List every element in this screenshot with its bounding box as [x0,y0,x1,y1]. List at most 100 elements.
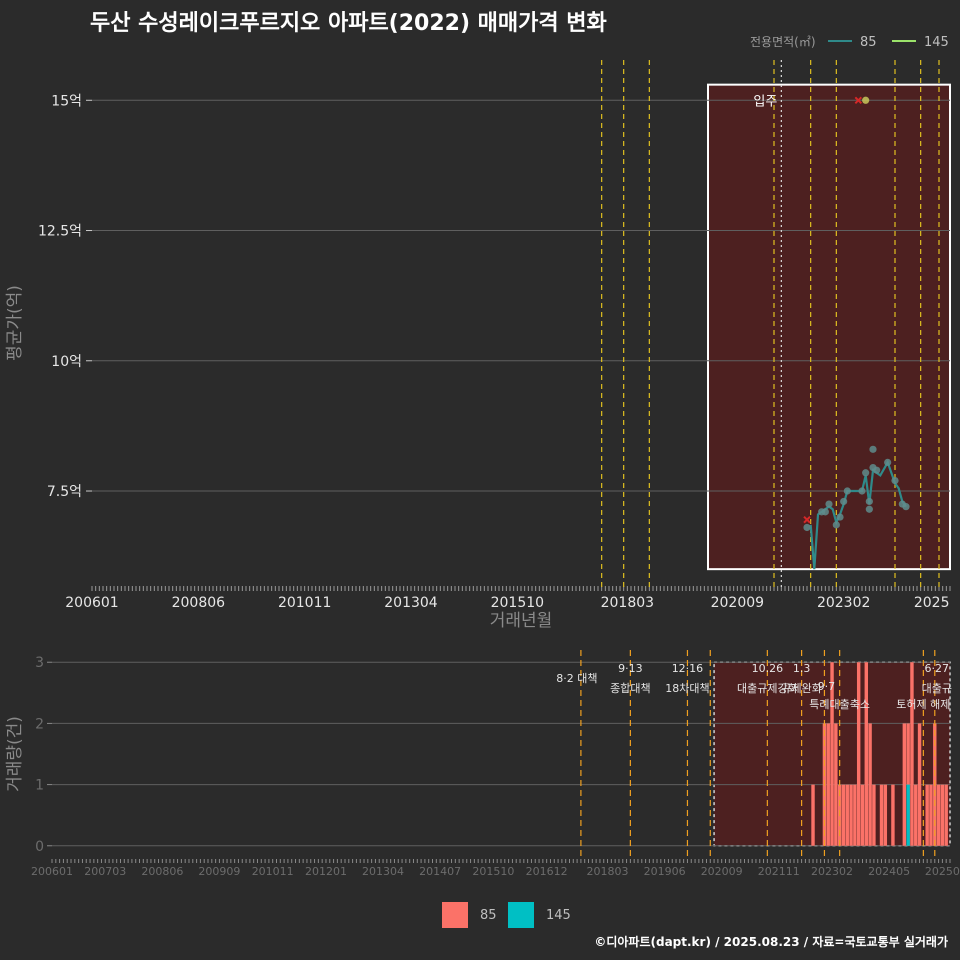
legend-bottom: 85 145 [442,902,571,928]
x-tick-label: 201510 [491,595,544,611]
price-point-85 [865,497,873,506]
caption: ©디아파트(dapt.kr) / 2025.08.23 / 자료=국토교통부 실… [594,934,948,949]
x-tick-label: 200703 [84,865,126,878]
x-tick-label: 201201 [305,865,347,878]
price-point-85 [869,445,877,453]
volume-bar-85 [914,784,918,846]
policy-date: 10.26 [752,662,784,675]
volume-bar-85 [891,784,895,846]
price-point-85 [803,523,811,532]
x-tick-label: 201407 [419,865,461,878]
volume-bar-85 [902,723,907,846]
x-tick-label: 201510 [472,865,514,878]
legend-top: 전용면적(㎡) 85 145 [750,35,949,50]
cancel-marker [803,515,811,524]
x-tick-label: 202111 [758,865,800,878]
volume-bar-85 [917,723,922,846]
x-tick-label: 201011 [252,865,294,878]
price-point-85 [843,487,851,495]
policy-date: 12·16 [672,662,704,675]
y-tick-label: 7.5억 [47,484,82,500]
volume-bar-85 [860,784,865,846]
x-tick-label: 201906 [644,865,686,878]
price-point-85 [891,476,899,485]
movein-annotation: 입주 [753,94,777,109]
y-tick-label: 1 [35,778,44,794]
x-tick-label: 201304 [362,865,404,878]
y-tick-label: 10억 [51,354,82,370]
legend-bottom-label-145: 145 [546,908,571,923]
x-tick-label: 200601 [65,595,118,611]
legend-top-label-85: 85 [860,35,877,50]
legend-top-title: 전용면적(㎡) [750,35,816,49]
price-point-85 [821,508,829,516]
policy-label: 8·2 대책 [556,672,597,685]
price-point-85 [865,505,873,513]
policy-label: 종합대책 [610,682,650,695]
price-point-85 [832,521,840,529]
volume-bar-85 [845,784,849,846]
y-tick-label: 15억 [51,93,82,109]
volume-bar-85 [864,662,869,846]
volume-bar-85 [925,784,929,846]
volume-bar-85 [856,662,861,846]
x-tick-label: 2025 [914,595,950,611]
x-tick-label: 201011 [278,595,331,611]
policy-label: 18차대책 [665,682,709,695]
chart-title: 두산 수성레이크푸르지오 아파트(2022) 매매가격 변화 [90,11,607,36]
highlight-box [707,83,951,571]
x-tick-label: 201304 [384,595,438,611]
price-point-85 [862,469,870,477]
x-tick-label: 202302 [817,595,870,611]
y-axis-title: 평균가(억) [5,285,25,361]
volume-bar-85 [853,784,857,846]
price-point-85 [902,503,910,511]
x-tick-label: 200909 [198,865,240,878]
y-axis-title: 거래량(건) [5,716,25,792]
policy-label: 특례대출축소 [809,698,870,711]
policy-date: 1.3 [793,662,811,675]
policy-date: 6·27 [925,662,950,675]
volume-bar-85 [944,784,948,846]
volume-bar-85 [879,784,884,846]
price-point-85 [873,466,881,474]
bottom-volume-panel: 0 1 2 3 8·2 대책 9·13 종합대책 12·16 18차대책 10.26 대출규제강화 1… [5,650,960,878]
y-tick-label: 0 [35,839,44,855]
volume-bar-85 [830,662,834,846]
x-tick-label: 202009 [711,595,764,611]
x-tick-label: 200806 [141,865,183,878]
price-point-145 [862,96,870,104]
volume-bar-85 [940,784,945,846]
volume-bar-85 [841,784,846,846]
x-tick-label: 201612 [526,865,568,878]
volume-bar-85 [849,784,853,846]
x-axis-title: 거래년월 [490,611,553,631]
price-point-85 [840,497,848,506]
price-point-85 [836,513,844,521]
policy-label: 대출규 [922,682,952,695]
x-tick-label: 202009 [701,865,743,878]
volume-bar-85 [936,784,941,846]
x-tick-label: 201803 [587,865,629,878]
x-tick-label: 20250 [925,865,960,878]
y-tick-label: 12.5억 [38,224,82,240]
y-tick-label: 2 [35,716,44,732]
volume-bar-85 [834,723,838,846]
y-tick-label: 3 [35,655,44,671]
legend-bottom-swatch-85 [442,902,468,928]
volume-bar-85 [929,784,933,846]
cancel-marker [854,96,863,104]
policy-label: 9·7 [818,680,836,693]
price-point-85 [884,458,892,466]
volume-bar-85 [910,662,914,846]
price-point-85 [858,487,866,495]
policy-label: 대출규제강화 [737,682,798,695]
volume-bar-85 [868,723,872,846]
policy-label: 규제완화 [781,682,821,695]
volume-bar-85 [811,784,815,846]
x-tick-label: 200806 [172,595,226,611]
volume-bar-145 [906,784,910,846]
top-price-panel: 7.5억 10억 12.5억 15억 200601 200806 201011 201304 2… [5,60,951,631]
volume-bar-85 [883,784,888,846]
